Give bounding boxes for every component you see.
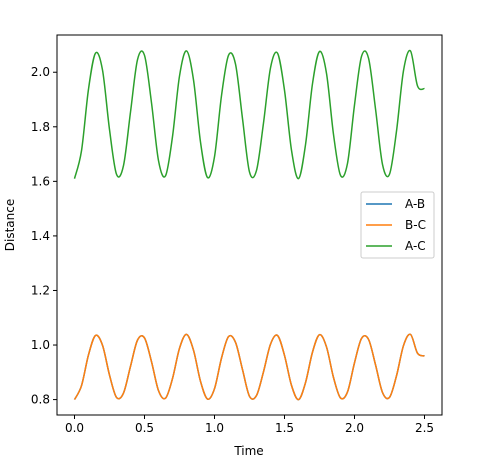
y-tick-label: 1.0 <box>31 338 50 352</box>
y-tick-label: 1.4 <box>31 229 50 243</box>
y-tick-label: 1.2 <box>31 283 50 297</box>
y-tick-label: 2.0 <box>31 65 50 79</box>
x-axis-label: Time <box>233 444 263 458</box>
legend-label-a-b: A-B <box>405 197 425 211</box>
y-tick-label: 0.8 <box>31 393 50 407</box>
x-tick-label: 0.5 <box>135 421 154 435</box>
y-tick-label: 1.6 <box>31 174 50 188</box>
y-axis-ticks: 0.8 1.0 1.2 1.4 1.6 1.8 2.0 <box>31 65 57 407</box>
legend-label-a-c: A-C <box>405 239 426 253</box>
plot-frame <box>56 34 443 416</box>
series-line-a-c <box>73 49 425 180</box>
x-tick-label: 1.0 <box>205 421 224 435</box>
legend-box <box>360 191 435 259</box>
series-line-b-c <box>73 333 425 401</box>
x-tick-label: 0.0 <box>65 421 84 435</box>
x-tick-label: 2.0 <box>345 421 364 435</box>
x-tick-label: 2.5 <box>415 421 434 435</box>
x-tick-label: 1.5 <box>275 421 294 435</box>
y-axis-label: Distance <box>3 199 17 251</box>
x-axis-ticks: 0.0 0.5 1.0 1.5 2.0 2.5 <box>65 415 434 435</box>
y-tick-label: 1.8 <box>31 120 50 134</box>
legend: A-B B-C A-C <box>360 191 435 259</box>
series-layer <box>73 49 425 401</box>
legend-label-b-c: B-C <box>405 218 426 232</box>
